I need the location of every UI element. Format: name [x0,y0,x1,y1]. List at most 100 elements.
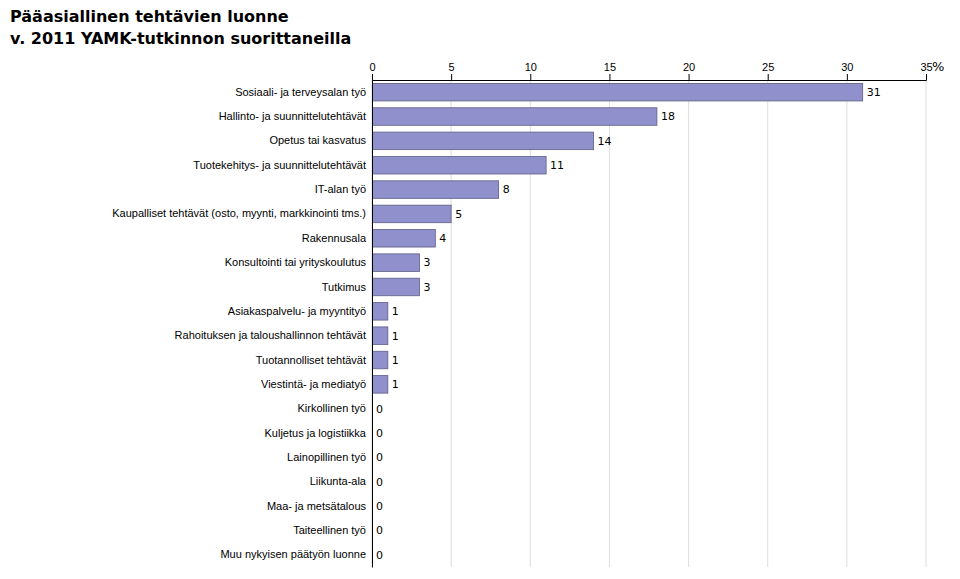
chart: Pääasiallinen tehtävien luonne v. 2011 YA… [0,0,960,579]
y-tick: Rakennusala [302,232,372,244]
x-axis-label: % [932,59,944,74]
y-tick: Sosiaali- ja terveysalan työ [235,86,372,98]
y-tick-label: Hallinto- ja suunnittelutehtävät [219,110,366,122]
y-tick-label: Sosiaali- ja terveysalan työ [235,86,366,98]
bar [372,376,388,394]
y-tick: Tuotekehitys- ja suunnittelutehtävät [193,159,372,171]
data-label: 0 [376,524,383,537]
bar [372,132,594,150]
y-tick: Rahoituksen ja taloushallinnon tehtävät [175,329,372,341]
x-tick-mark [926,74,927,80]
x-tick-label: 5 [449,61,455,73]
data-label: 0 [376,403,383,416]
grid-line [688,80,689,567]
y-tick-label: Liikunta-ala [310,475,367,487]
x-tick-label: 30 [841,61,853,73]
bars [372,83,863,393]
data-label: 0 [376,476,383,489]
y-axis: Sosiaali- ja terveysalan työ Hallinto- ja… [112,81,372,568]
x-tick-label: 10 [525,61,537,73]
bar [372,351,388,369]
data-label: 4 [439,232,446,245]
x-tick-mark [372,74,373,80]
data-label: 3 [423,256,430,269]
y-tick-label: IT-alan työ [315,183,366,195]
grid-line [609,80,610,567]
x-tick: 10 [525,61,537,80]
y-tick-label: Maa- ja metsätalous [267,500,367,512]
data-label: 11 [550,159,564,172]
title: Pääasiallinen tehtävien luonne [10,7,289,26]
x-tick: 35 [920,61,932,80]
x-tick-mark [609,74,610,80]
bar [372,181,499,199]
data-label: 31 [867,86,881,99]
data-label: 5 [455,208,462,221]
y-tick: Muu nykyisen päätyön luonne [220,548,372,560]
y-tick: Hallinto- ja suunnittelutehtävät [219,110,372,122]
y-tick-label: Konsultointi tai yrityskoulutus [225,256,367,268]
y-tick: Kaupalliset tehtävät (osto, myynti, mark… [112,207,372,219]
y-tick: Maa- ja metsätalous [267,500,372,512]
y-tick: Tutkimus [322,280,372,292]
y-tick: Asiakaspalvelu- ja myyntityö [228,305,372,317]
data-label: 1 [392,354,399,367]
plot: 31181411854331111000000005101520253035So… [112,61,932,568]
data-labels: 311814118543311110000000 [376,86,881,562]
y-tick: Viestintä- ja mediatyö [261,378,372,390]
grid-line [846,80,847,567]
bar [372,230,435,248]
y-tick: Liikunta-ala [310,475,372,487]
data-label: 0 [376,549,383,562]
x-tick: 0 [369,61,375,80]
x-tick-mark [451,74,452,80]
grid-line [926,80,927,567]
y-tick-label: Rahoituksen ja taloushallinnon tehtävät [175,329,366,341]
y-tick: Lainopillinen työ [287,451,372,463]
bar [372,254,419,272]
y-tick: Kirkollinen työ [298,402,372,414]
bar [372,205,451,223]
x-tick-label: 0 [369,61,375,73]
data-label: 14 [598,135,612,148]
x-tick-mark [847,74,848,80]
grid-line [530,80,531,567]
y-tick-label: Kaupalliset tehtävät (osto, myynti, mark… [112,207,366,219]
grid-line [372,80,373,567]
grid-line [451,80,452,567]
x-axis-line [373,74,927,81]
bar [372,83,863,101]
y-tick-label: Kuljetus ja logistiikka [265,427,367,439]
y-tick-label: Lainopillinen työ [287,451,366,463]
x-tick: 5 [449,61,455,80]
y-tick-label: Viestintä- ja mediatyö [261,378,366,390]
y-tick: Kuljetus ja logistiikka [265,427,373,439]
subtitle: v. 2011 YAMK-tutkinnon suorittaneilla [10,29,351,48]
data-label: 18 [661,110,675,123]
y-tick: Taiteellinen työ [293,524,372,536]
y-tick: Konsultointi tai yrityskoulutus [225,256,372,268]
data-label: 1 [392,330,399,343]
x-tick: 20 [683,61,695,80]
data-label: 1 [392,378,399,391]
data-label: 0 [376,451,383,464]
bar [372,278,419,296]
y-tick-label: Tuotekehitys- ja suunnittelutehtävät [193,159,366,171]
y-tick-label: Tuotannolliset tehtävät [256,354,366,366]
x-tick-label: 25 [762,61,774,73]
x-tick-mark [689,74,690,80]
data-label: 3 [423,281,430,294]
bar [372,303,388,321]
grid [372,80,926,567]
y-tick-label: Opetus tai kasvatus [269,134,366,146]
y-tick-label: Rakennusala [302,232,367,244]
y-tick-label: Tutkimus [322,280,367,292]
bar [372,108,657,126]
x-tick-mark [530,74,531,80]
y-tick-label: Taiteellinen työ [293,524,366,536]
x-tick: 15 [604,61,616,80]
data-label: 1 [392,305,399,318]
y-axis-line [372,81,373,568]
y-tick-label: Kirkollinen työ [298,402,366,414]
y-tick-label: Muu nykyisen päätyön luonne [220,548,366,560]
